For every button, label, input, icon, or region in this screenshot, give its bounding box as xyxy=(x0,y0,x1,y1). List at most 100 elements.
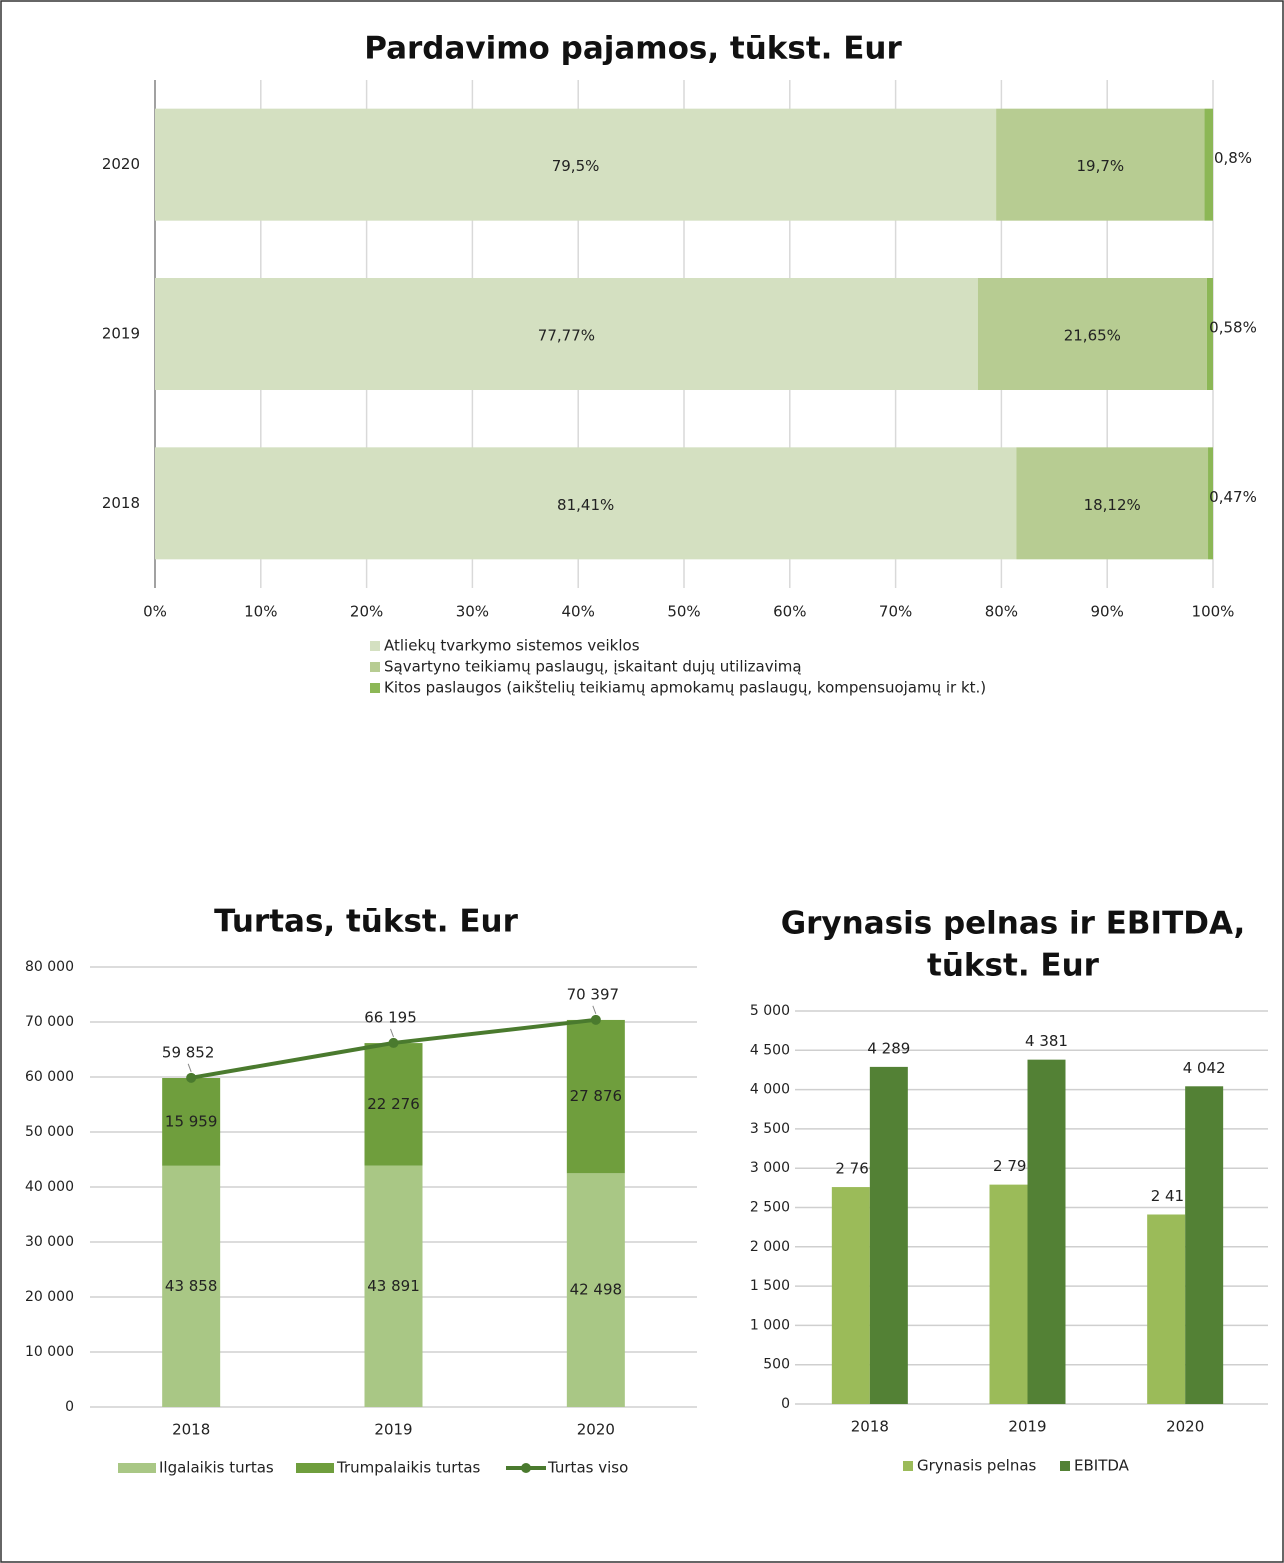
y-tick-label: 0 xyxy=(65,1399,74,1415)
chart-title: Pardavimo pajamos, tūkst. Eur xyxy=(364,31,902,67)
data-label: 42 498 xyxy=(570,1281,623,1299)
data-label: 81,41% xyxy=(557,496,614,514)
y-tick-label: 80 000 xyxy=(25,959,74,975)
y-tick-label: 4 500 xyxy=(750,1042,790,1058)
y-tick-label: 10 000 xyxy=(25,1344,74,1360)
y-tick-label: 70 000 xyxy=(25,1014,74,1030)
bar xyxy=(831,1187,870,1404)
leader-line xyxy=(390,1028,394,1038)
bar-segment xyxy=(566,1019,625,1174)
x-tick-label: 90% xyxy=(1091,603,1124,621)
y-tick-label: 4 000 xyxy=(750,1082,790,1098)
legend-swatch xyxy=(903,1461,913,1471)
data-label: 59 852 xyxy=(162,1043,215,1061)
data-label: 43 858 xyxy=(165,1277,218,1295)
y-tick-label: 60 000 xyxy=(25,1069,74,1085)
legend-label: Turtas viso xyxy=(547,1459,628,1477)
legend-marker xyxy=(521,1463,531,1473)
y-tick-label: 1 000 xyxy=(750,1317,790,1333)
y-tick-label: 2020 xyxy=(102,155,140,173)
y-tick-label: 30 000 xyxy=(25,1234,74,1250)
legend-swatch xyxy=(370,683,380,693)
x-tick-label: 2018 xyxy=(172,1421,210,1439)
x-tick-label: 2020 xyxy=(577,1421,615,1439)
bar xyxy=(1027,1059,1066,1404)
y-tick-label: 3 000 xyxy=(750,1160,790,1176)
bar-segment xyxy=(155,447,1017,560)
y-tick-label: 50 000 xyxy=(25,1124,74,1140)
y-tick-label: 1 500 xyxy=(750,1278,790,1294)
data-label: 15 959 xyxy=(165,1112,218,1130)
data-label: 4 289 xyxy=(867,1039,910,1057)
data-label: 18,12% xyxy=(1084,496,1141,514)
data-label: 22 276 xyxy=(367,1095,420,1113)
bar-segment xyxy=(996,108,1205,221)
x-tick-label: 2020 xyxy=(1166,1418,1204,1436)
y-tick-label: 0 xyxy=(781,1396,790,1412)
x-tick-label: 70% xyxy=(879,603,912,621)
bar-segment xyxy=(155,108,997,221)
data-label: 19,7% xyxy=(1076,157,1124,175)
data-label: 43 891 xyxy=(367,1277,420,1295)
chart-title: Turtas, tūkst. Eur xyxy=(214,904,518,940)
data-label: 0,8% xyxy=(1214,149,1252,167)
line-marker xyxy=(590,1014,601,1025)
legend-label: Kitos paslaugos (aikštelių teikiamų apmo… xyxy=(384,679,986,697)
x-tick-label: 2019 xyxy=(1008,1418,1046,1436)
y-tick-label: 20 000 xyxy=(25,1289,74,1305)
bar-segment xyxy=(1208,447,1213,560)
legend-swatch xyxy=(370,641,380,651)
y-tick-label: 40 000 xyxy=(25,1179,74,1195)
data-label: 4 381 xyxy=(1025,1032,1068,1050)
x-tick-label: 40% xyxy=(562,603,595,621)
y-tick-label: 2018 xyxy=(102,494,140,512)
bar-segment xyxy=(364,1165,423,1407)
x-tick-label: 50% xyxy=(667,603,700,621)
data-label: 66 195 xyxy=(364,1008,417,1026)
data-label: 21,65% xyxy=(1064,327,1121,345)
leader-line xyxy=(187,1063,192,1072)
bar xyxy=(1147,1214,1186,1404)
y-tick-label: 2 000 xyxy=(750,1239,790,1255)
legend-label: Atliekų tvarkymo sistemos veiklos xyxy=(384,637,640,655)
y-tick-label: 2 500 xyxy=(750,1200,790,1216)
bar-segment xyxy=(162,1165,221,1407)
line-marker xyxy=(388,1037,399,1048)
x-tick-label: 2019 xyxy=(374,1421,412,1439)
x-tick-label: 60% xyxy=(773,603,806,621)
bar-segment xyxy=(977,278,1207,390)
y-tick-label: 3 500 xyxy=(750,1121,790,1137)
y-tick-label: 500 xyxy=(763,1357,790,1373)
line-marker xyxy=(186,1072,197,1083)
bar-segment xyxy=(162,1078,221,1166)
legend-label: Sąvartyno teikiamų paslaugų, įskaitant d… xyxy=(384,658,802,676)
data-label: 79,5% xyxy=(552,157,600,175)
leader-line xyxy=(592,1005,597,1014)
data-label: 0,47% xyxy=(1209,488,1257,506)
bar-segment xyxy=(155,278,978,390)
x-tick-label: 100% xyxy=(1192,603,1235,621)
bar-segment xyxy=(1206,278,1213,390)
data-label: 4 042 xyxy=(1183,1059,1226,1077)
data-label: 2 791 xyxy=(993,1157,1036,1175)
legend-label: Ilgalaikis turtas xyxy=(159,1459,274,1477)
legend-label: EBITDA xyxy=(1074,1457,1130,1475)
bar xyxy=(1185,1086,1224,1404)
legend-label: Trumpalaikis turtas xyxy=(336,1459,481,1477)
y-tick-label: 2019 xyxy=(102,325,140,343)
data-label: 70 397 xyxy=(567,985,620,1003)
x-tick-label: 2018 xyxy=(851,1418,889,1436)
bar xyxy=(989,1184,1028,1404)
bar-segment xyxy=(566,1173,625,1407)
y-tick-label: 5 000 xyxy=(750,1003,790,1019)
x-tick-label: 20% xyxy=(350,603,383,621)
bar-segment xyxy=(1016,447,1209,560)
x-tick-label: 10% xyxy=(244,603,277,621)
data-label: 2 760 xyxy=(835,1160,878,1178)
legend-swatch xyxy=(1060,1461,1070,1471)
bar xyxy=(869,1066,908,1404)
legend-swatch xyxy=(296,1463,334,1473)
legend-swatch xyxy=(118,1463,156,1473)
bar-segment xyxy=(1204,108,1213,221)
